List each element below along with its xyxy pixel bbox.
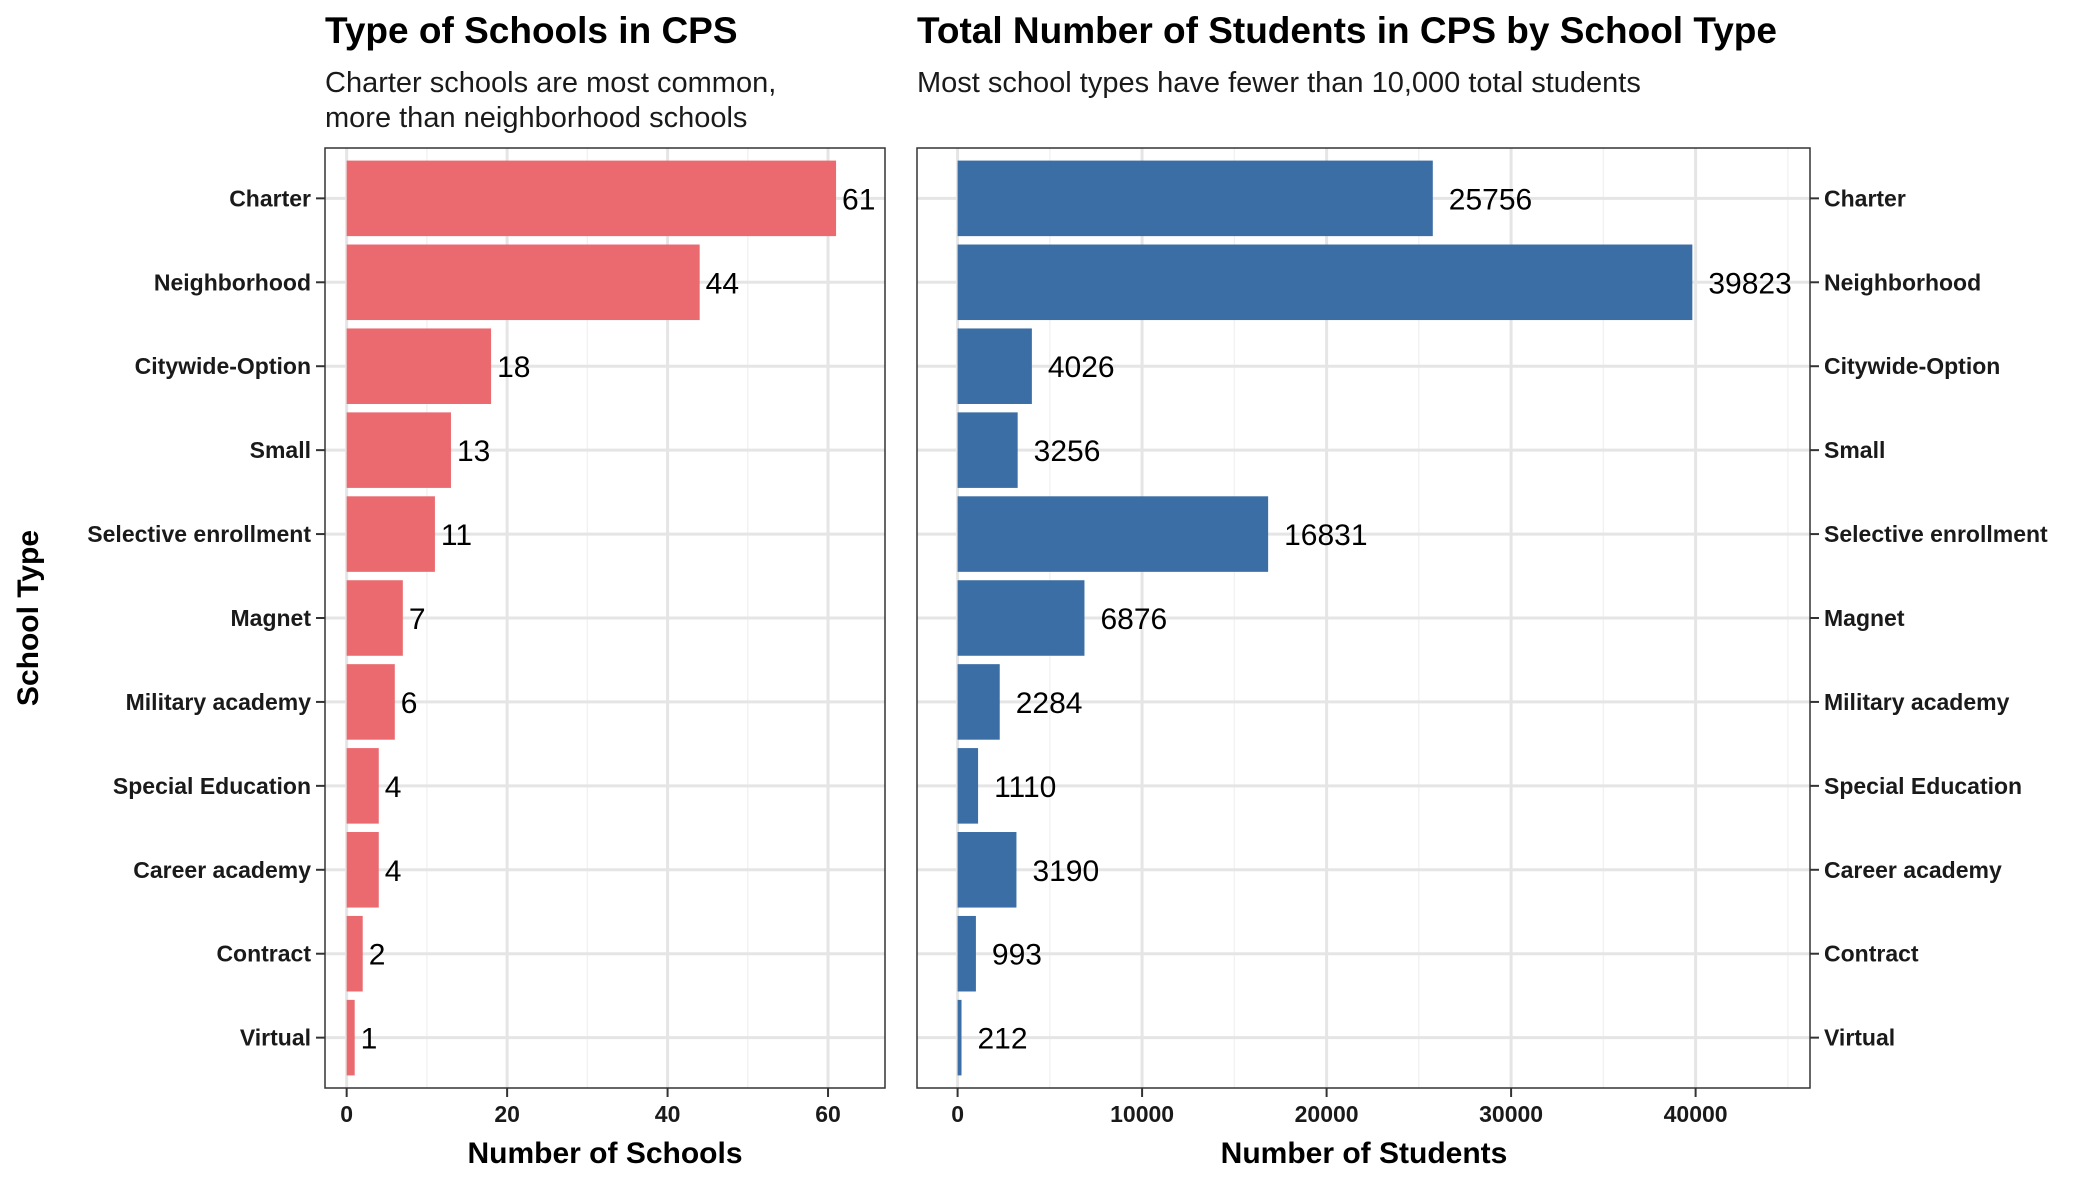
left-category-label-5: Magnet <box>231 605 312 631</box>
left-category-label-3: Small <box>250 437 311 463</box>
left-category-label-9: Contract <box>216 941 311 967</box>
left-chart-subtitle-line-1: Charter schools are most common, <box>325 67 776 99</box>
right-x-tick-label-0: 0 <box>951 1101 964 1127</box>
right-category-label-9: Contract <box>1824 941 1919 967</box>
left-x-tick-label-2: 40 <box>655 1101 681 1127</box>
left-data-label-5: 7 <box>409 603 426 636</box>
right-x-tick-label-4: 40000 <box>1664 1101 1728 1127</box>
left-bar-1 <box>346 244 700 321</box>
right-category-label-4: Selective enrollment <box>1824 521 2048 547</box>
right-bar-10 <box>957 999 962 1076</box>
left-panel: Type of Schools in CPS Charter schools a… <box>12 10 886 1170</box>
left-bar-6 <box>346 664 395 740</box>
right-chart-title: Total Number of Students in CPS by Schoo… <box>917 10 1777 51</box>
left-data-label-6: 6 <box>401 687 418 720</box>
right-category-label-0: Charter <box>1824 185 1906 211</box>
left-y-axis-title: School Type <box>12 530 45 706</box>
right-bar-8 <box>957 832 1017 908</box>
left-data-label-9: 2 <box>369 939 386 972</box>
right-bar-4 <box>957 496 1269 572</box>
right-category-label-3: Small <box>1824 437 1885 463</box>
right-data-label-5: 6876 <box>1100 603 1167 636</box>
right-x-tick-label-2: 20000 <box>1295 1101 1359 1127</box>
left-x-tick-label-3: 60 <box>815 1101 841 1127</box>
left-bar-10 <box>346 999 355 1076</box>
right-data-label-3: 3256 <box>1034 435 1101 468</box>
right-data-label-1: 39823 <box>1708 267 1791 300</box>
right-data-label-6: 2284 <box>1016 687 1083 720</box>
right-data-labels: 25756 39823 4026 3256 16831 6876 2284 1110 3190 9… <box>978 183 1792 1055</box>
left-data-label-4: 11 <box>441 519 472 552</box>
right-data-label-0: 25756 <box>1449 183 1532 216</box>
left-x-axis: 0 20 40 60 <box>340 1088 841 1127</box>
left-category-label-6: Military academy <box>126 689 312 715</box>
right-bar-5 <box>957 580 1085 656</box>
left-x-axis-title: Number of Schools <box>467 1137 742 1170</box>
left-data-label-1: 44 <box>706 267 739 300</box>
right-data-label-8: 3190 <box>1032 855 1099 888</box>
left-data-label-2: 18 <box>497 351 530 384</box>
right-x-axis-title: Number of Students <box>1221 1137 1508 1170</box>
right-data-label-10: 212 <box>978 1023 1028 1056</box>
left-chart-subtitle-line-2: more than neighborhood schools <box>325 102 747 134</box>
right-data-label-7: 1110 <box>994 771 1056 804</box>
right-bars <box>957 160 1693 1076</box>
left-bar-9 <box>346 915 363 992</box>
left-x-tick-label-0: 0 <box>340 1101 353 1127</box>
right-category-label-5: Magnet <box>1824 605 1905 631</box>
right-bar-3 <box>957 412 1018 488</box>
right-chart-subtitle: Most school types have fewer than 10,000… <box>917 67 1641 99</box>
left-data-label-10: 1 <box>361 1023 378 1056</box>
right-panel: Total Number of Students in CPS by Schoo… <box>916 10 2048 1170</box>
right-category-label-8: Career academy <box>1824 857 2002 883</box>
right-bar-6 <box>957 664 1000 740</box>
right-x-tick-label-1: 10000 <box>1110 1101 1174 1127</box>
right-bar-0 <box>957 160 1433 237</box>
right-data-label-2: 4026 <box>1048 351 1115 384</box>
left-category-label-4: Selective enrollment <box>87 521 311 547</box>
right-category-label-10: Virtual <box>1824 1025 1895 1051</box>
right-x-axis: 0 10000 20000 30000 40000 <box>951 1088 1728 1127</box>
left-category-label-0: Charter <box>229 185 311 211</box>
right-bar-2 <box>957 328 1032 404</box>
left-data-label-7: 4 <box>385 771 402 804</box>
left-bar-4 <box>346 496 435 572</box>
left-category-label-8: Career academy <box>133 857 311 883</box>
left-category-label-7: Special Education <box>113 773 311 799</box>
right-data-label-4: 16831 <box>1284 519 1367 552</box>
right-x-tick-label-3: 30000 <box>1479 1101 1543 1127</box>
left-gridlines <box>325 148 885 1088</box>
left-data-label-3: 13 <box>457 435 490 468</box>
left-category-label-1: Neighborhood <box>154 269 311 295</box>
right-category-label-7: Special Education <box>1824 773 2022 799</box>
left-bar-7 <box>346 748 379 824</box>
right-category-label-2: Citywide-Option <box>1824 353 2000 379</box>
right-category-label-1: Neighborhood <box>1824 269 1981 295</box>
right-category-axis: Charter Neighborhood Citywide-Option Small S… <box>1810 185 2048 1051</box>
right-category-label-6: Military academy <box>1824 689 2010 715</box>
right-bar-1 <box>957 244 1693 321</box>
left-category-axis: Charter Neighborhood Citywide-Option Small S… <box>87 185 325 1051</box>
left-bar-0 <box>346 160 837 237</box>
right-bar-9 <box>957 915 976 992</box>
left-bar-3 <box>346 412 451 488</box>
left-data-label-0: 61 <box>842 183 875 216</box>
left-bars <box>346 160 837 1076</box>
left-data-label-8: 4 <box>385 855 402 888</box>
left-bar-5 <box>346 580 403 656</box>
left-bar-2 <box>346 328 492 404</box>
left-x-tick-label-1: 20 <box>494 1101 520 1127</box>
left-category-label-2: Citywide-Option <box>135 353 311 379</box>
right-data-label-9: 993 <box>992 939 1042 972</box>
right-bar-7 <box>957 748 979 824</box>
left-bar-8 <box>346 832 379 908</box>
left-category-label-10: Virtual <box>240 1025 311 1051</box>
left-chart-title: Type of Schools in CPS <box>325 10 738 51</box>
